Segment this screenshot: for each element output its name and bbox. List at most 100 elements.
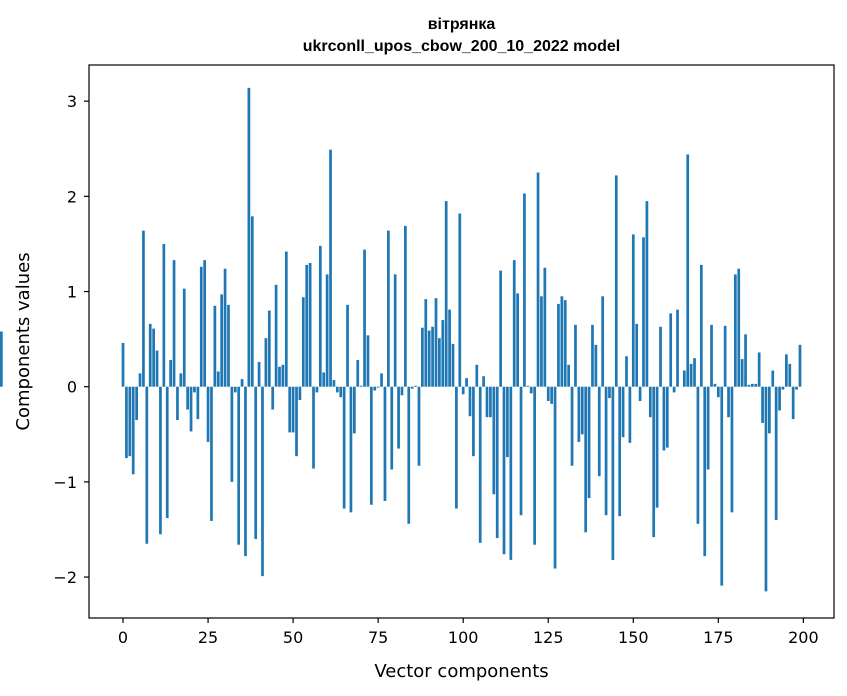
bars-group [0,87,802,592]
bar [196,386,200,420]
bar [608,386,611,399]
bar [121,342,125,387]
bar [390,386,394,470]
bar [159,386,162,535]
chart-title-line1: вітрянка [428,16,496,33]
bar [764,386,768,592]
bar [444,201,448,387]
x-tick-label: 50 [283,628,303,647]
bar [526,385,530,387]
bar [580,386,584,435]
x-tick-label: 175 [703,628,734,647]
bar [778,386,781,411]
bar [723,325,727,387]
bar [145,386,149,544]
bar [465,378,468,387]
bar [346,304,349,387]
bar [601,296,605,387]
bar [706,386,710,470]
bar [577,386,581,442]
bar [128,386,132,457]
bar [274,284,278,387]
bar [754,383,758,387]
bar [318,245,322,387]
bar [625,356,628,387]
y-axis-ticks: −2 −1 0 1 2 3 [53,92,89,587]
bar [223,268,227,387]
bar [584,386,588,533]
bar [676,309,679,387]
bar [638,386,642,401]
bar [727,386,730,418]
bar [499,270,502,387]
bar [509,386,513,560]
y-tick-label: 1 [67,283,77,302]
bar [427,330,431,387]
bar [216,371,220,387]
bar [652,386,656,538]
bar [189,386,193,432]
bar [662,386,666,451]
bar [227,304,230,387]
bar [747,384,751,387]
bar [434,298,438,387]
bar [250,216,254,387]
bar [172,260,176,387]
bar [642,237,645,387]
bar [404,225,407,387]
bar [455,386,458,509]
bar [733,274,737,387]
bar [659,326,662,387]
bar [376,386,380,388]
y-tick-label: 2 [67,187,77,206]
bar [264,338,268,387]
bar [720,386,724,586]
bar [523,193,526,387]
bar [203,260,207,387]
bar [798,344,802,387]
bar [278,366,281,387]
bar [230,386,234,482]
bar [359,385,363,387]
bar [301,297,305,387]
bar [611,386,615,560]
bar [155,350,159,387]
bar [233,386,237,393]
bar [152,328,155,387]
x-tick-label: 100 [448,628,479,647]
bar [543,267,547,387]
bar [512,260,516,387]
bar [186,386,190,410]
bar [768,386,771,434]
x-tick-label: 25 [198,628,218,647]
bar [757,352,761,387]
bar [489,386,492,418]
bar [614,175,618,387]
bar [410,386,414,389]
bar [387,230,390,387]
bar [574,324,577,387]
bar [710,324,713,387]
bar [366,335,370,387]
bar [322,372,326,387]
bar [628,386,632,443]
bar [162,243,166,387]
bar [295,386,298,457]
bar [703,386,707,557]
bar [206,386,210,442]
bar [475,364,479,387]
bar [448,309,451,387]
bar [176,386,179,421]
bar [380,373,383,387]
bar [400,386,404,396]
bar [393,274,397,387]
bar [267,310,271,387]
bar [213,305,217,387]
bar [478,386,482,543]
bar [414,385,417,387]
bar [339,386,343,398]
bar [472,386,475,457]
bar [485,386,489,418]
bar [135,386,138,421]
bar [305,264,309,387]
